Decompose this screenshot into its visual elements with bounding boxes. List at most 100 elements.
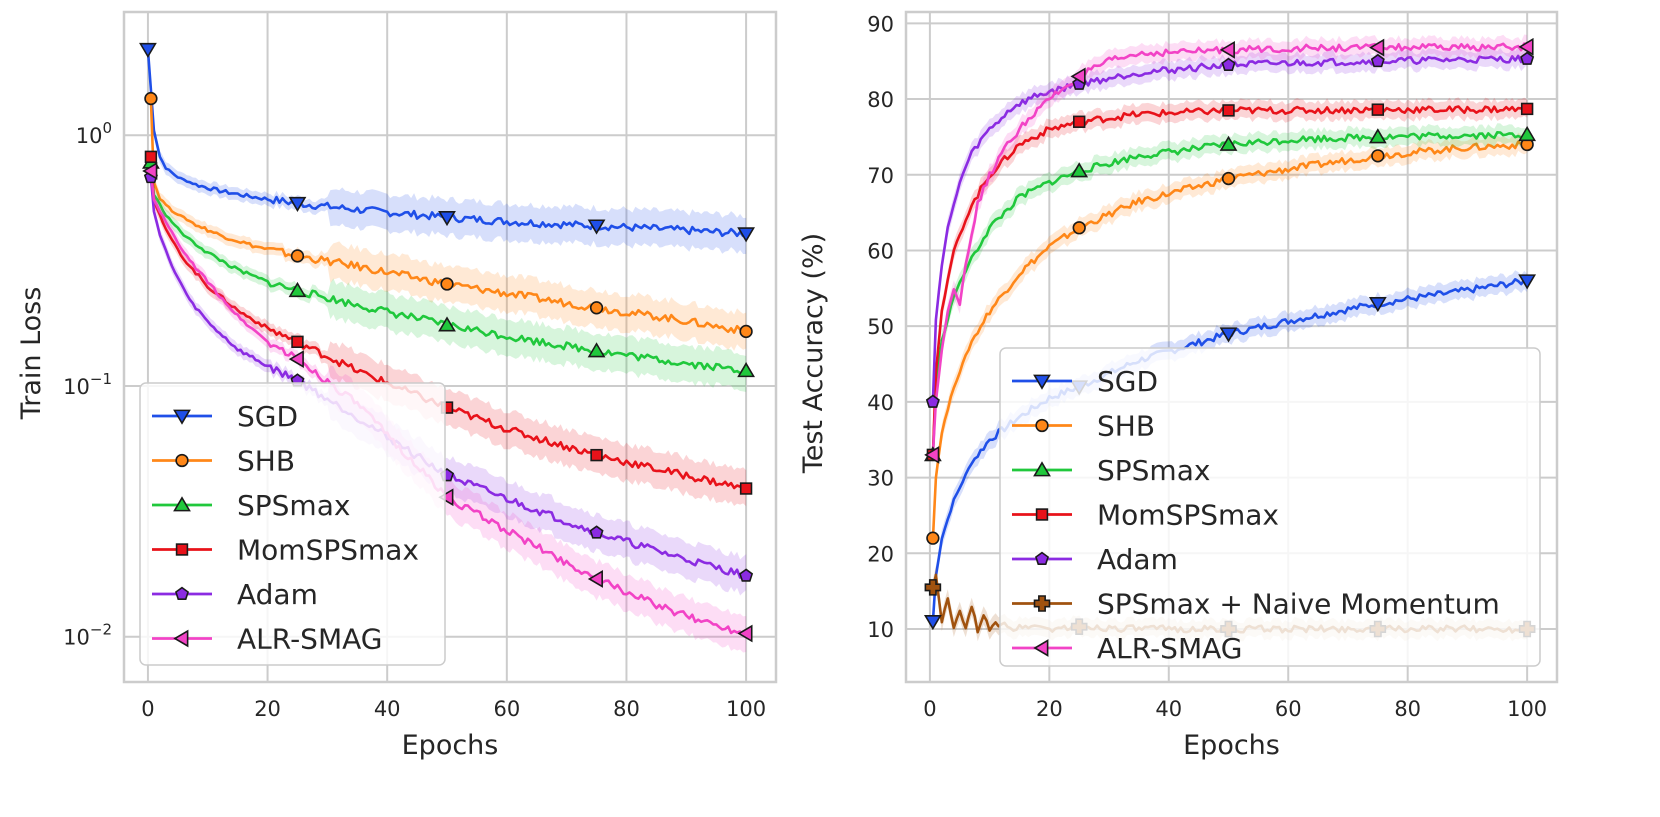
marker-spsmax [288,281,307,298]
legend-label: Adam [237,578,318,611]
tick-labels: 0 20 40 60 80 100 10 20 30 40 50 60 70 80 90 [867,12,1547,721]
marker-sgd [587,219,606,235]
marker-adam [1221,57,1236,71]
x-axis-label: Epochs [1183,730,1280,761]
marker-momspsmax [144,150,158,164]
legend-label: SGD [237,400,298,433]
marker-shb [1371,149,1385,163]
marker-spsmax-naive-momentum [924,579,942,596]
legend-marker [173,409,191,425]
axes-frame [904,10,1559,684]
marker-alr-smag [1369,38,1385,57]
legend-box [999,347,1541,667]
marker-shb [1221,171,1236,186]
marker-spsmax [737,362,755,378]
legend-label: SPSmax [1097,454,1210,487]
legend-marker [174,586,190,600]
marker-spsmax [1368,128,1387,144]
x-tick-label: 40 [1155,697,1182,721]
marker-sgd [1518,274,1537,290]
x-tick-label: 80 [1394,697,1421,721]
legend-label: SGD [1097,365,1158,398]
y-axis-label: Test Accuracy (%) [798,233,829,474]
marker-alr-smag [924,445,940,464]
legend-label: ALR-SMAG [237,623,382,656]
x-tick-label: 60 [1275,697,1302,721]
legend-marker [1035,508,1049,521]
x-axis-label: Epochs [402,730,499,761]
marker-shb [144,91,158,106]
y-axis-label: Train Loss [16,287,47,421]
marker-alr-smag [142,162,158,180]
legend-marker [173,496,191,512]
marker-momspsmax [291,335,304,349]
y-tick-label: 10−2 [63,621,112,650]
legend-item-shb: SHB [152,445,295,478]
marker-adam [739,568,754,582]
x-tick-label: 0 [141,697,154,721]
marker-alr-smag [1219,40,1235,59]
series-markers [139,42,755,643]
marker-sgd [139,42,157,59]
axes-frame [122,10,778,684]
legend-marker [1033,639,1049,657]
marker-sgd [923,615,942,631]
x-tick-label: 40 [374,697,401,721]
band-adam [150,170,747,596]
left-panel-train-loss: 0 20 40 60 80 100 100 10−1 10−2 Epochs Train Loss S… [16,10,778,761]
y-tick-label: 20 [867,542,894,566]
y-tick-label: 10−1 [63,370,112,399]
legend-marker [1033,461,1051,477]
legend-label: SPSmax + Naive Momentum [1097,588,1500,621]
legend-label: MomSPSmax [237,534,419,567]
legend-item-momspsmax: MomSPSmax [152,534,419,567]
legend-box [139,382,446,666]
band-sgd [932,270,1528,631]
y-tick-label: 90 [867,12,894,36]
marker-alr-smag [288,350,304,368]
marker-shb [739,324,753,339]
marker-momspsmax [1371,103,1385,116]
marker-spsmax [438,316,456,332]
y-tick-label: 60 [867,239,894,263]
gridlines [124,12,776,682]
tick-labels: 0 20 40 60 80 100 100 10−1 10−2 [63,119,766,721]
x-tick-label: 20 [254,697,281,721]
marker-sgd [737,227,755,243]
marker-spsmax [587,342,606,358]
legend-label: SHB [1097,410,1155,443]
marker-adam [1370,53,1385,68]
x-tick-label: 100 [1507,697,1547,721]
x-tick-label: 100 [726,697,766,721]
legend-marker [173,629,189,648]
x-tick-label: 60 [493,697,520,721]
marker-spsmax [1518,125,1537,142]
band-alr-smag [150,165,747,653]
marker-shb [926,531,940,545]
legend-marker [1035,418,1049,433]
marker-momspsmax [1222,104,1235,117]
x-tick-label: 80 [613,697,640,721]
y-tick-label: 100 [76,119,112,148]
marker-sgd [1368,297,1387,313]
x-tick-label: 0 [923,697,936,721]
marker-momspsmax [1073,115,1086,128]
legend-marker [1033,595,1051,612]
legend-label: SPSmax [237,489,350,522]
y-tick-label: 80 [867,88,894,112]
legend-marker [175,543,189,556]
band-spsmax [150,155,747,392]
marker-momspsmax [739,482,753,495]
marker-momspsmax [590,448,603,462]
y-tick-label: 50 [867,315,894,339]
marker-shb [589,301,604,315]
legend-label: ALR-SMAG [1097,632,1242,665]
legend-item-spsmax: SPSmax [1012,454,1210,487]
marker-alr-smag [1518,37,1534,56]
legend-item-adam: Adam [1012,543,1178,576]
marker-alr-smag [587,570,603,588]
marker-sgd [438,211,456,227]
legend-label: SHB [237,445,295,478]
y-tick-label: 30 [867,467,894,491]
